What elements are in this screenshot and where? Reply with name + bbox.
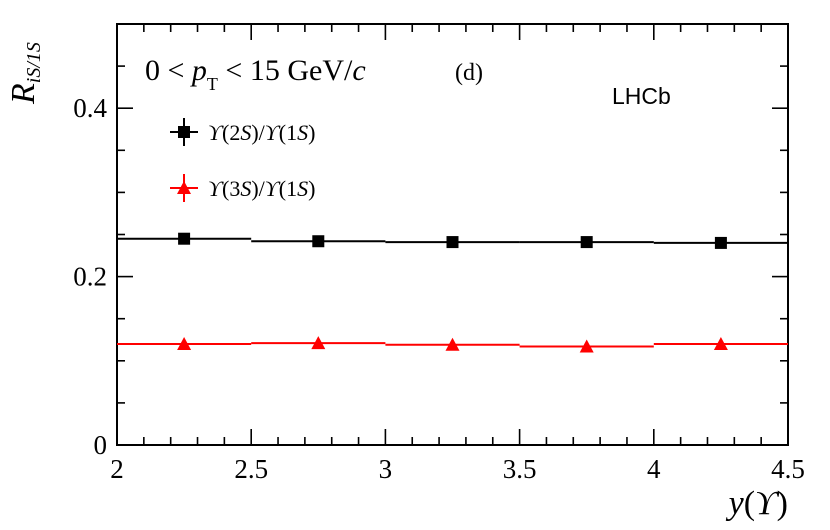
x-axis-title-close: ) (777, 485, 788, 522)
legend-marker (178, 126, 190, 138)
kinematic-var: p (190, 54, 207, 87)
legend-label: ϒ(3S)/ϒ(1S) (208, 176, 315, 201)
y-tick-label: 0.2 (73, 262, 107, 292)
x-tick-label: 2.5 (234, 454, 268, 484)
legend-entry-1: ϒ(2S)/ϒ(1S) (170, 118, 315, 146)
x-tick-label: 4 (647, 454, 661, 484)
x-axis-title-open: ( (744, 485, 755, 522)
x-axis-title-particle: ϒ (755, 485, 780, 522)
y-axis-title-main: R (5, 83, 42, 105)
y-axis-title-sub: iS/1S (23, 42, 45, 83)
kinematic-suffix: < 15 GeV/ (218, 54, 353, 87)
x-tick-label: 3.5 (503, 454, 537, 484)
x-tick-label: 3 (379, 454, 393, 484)
x-axis-title: y(ϒ) (726, 485, 788, 522)
y-axis-title: RiS/1S (5, 42, 45, 105)
panel-label: (d) (455, 60, 483, 86)
series-2 (117, 336, 788, 353)
data-point (178, 232, 191, 245)
data-point (312, 235, 325, 248)
data-point (713, 336, 728, 350)
y-tick-label: 0.4 (73, 93, 107, 123)
kinematic-prefix: 0 < (145, 54, 192, 87)
experiment-label: LHCb (612, 83, 671, 109)
x-tick-label: 2 (110, 454, 124, 484)
legend: ϒ(2S)/ϒ(1S) ϒ(3S)/ϒ(1S) (170, 118, 315, 202)
kinematic-unit: c (352, 54, 365, 87)
y-tick-label: 0 (94, 430, 108, 460)
data-point (177, 336, 192, 350)
data-point (446, 236, 459, 249)
x-axis-title-var: y (726, 485, 745, 522)
axis-ticks (116, 23, 789, 446)
legend-entry-2: ϒ(3S)/ϒ(1S) (170, 174, 315, 202)
data-point (311, 336, 326, 350)
kinematic-var-sub: T (207, 74, 218, 94)
legend-marker (177, 181, 191, 194)
data-point (714, 236, 727, 249)
tick-labels: 2 2.5 3 3.5 4 4.5 0 0.2 0.4 (73, 93, 805, 484)
series-1 (117, 232, 788, 249)
series-layer (117, 232, 788, 353)
data-point (579, 339, 594, 353)
x-tick-label: 4.5 (771, 454, 805, 484)
data-point (445, 337, 460, 351)
data-point (580, 236, 593, 249)
kinematic-label: 0 < pT < 15 GeV/c (145, 54, 366, 94)
legend-label: ϒ(2S)/ϒ(1S) (208, 120, 315, 145)
